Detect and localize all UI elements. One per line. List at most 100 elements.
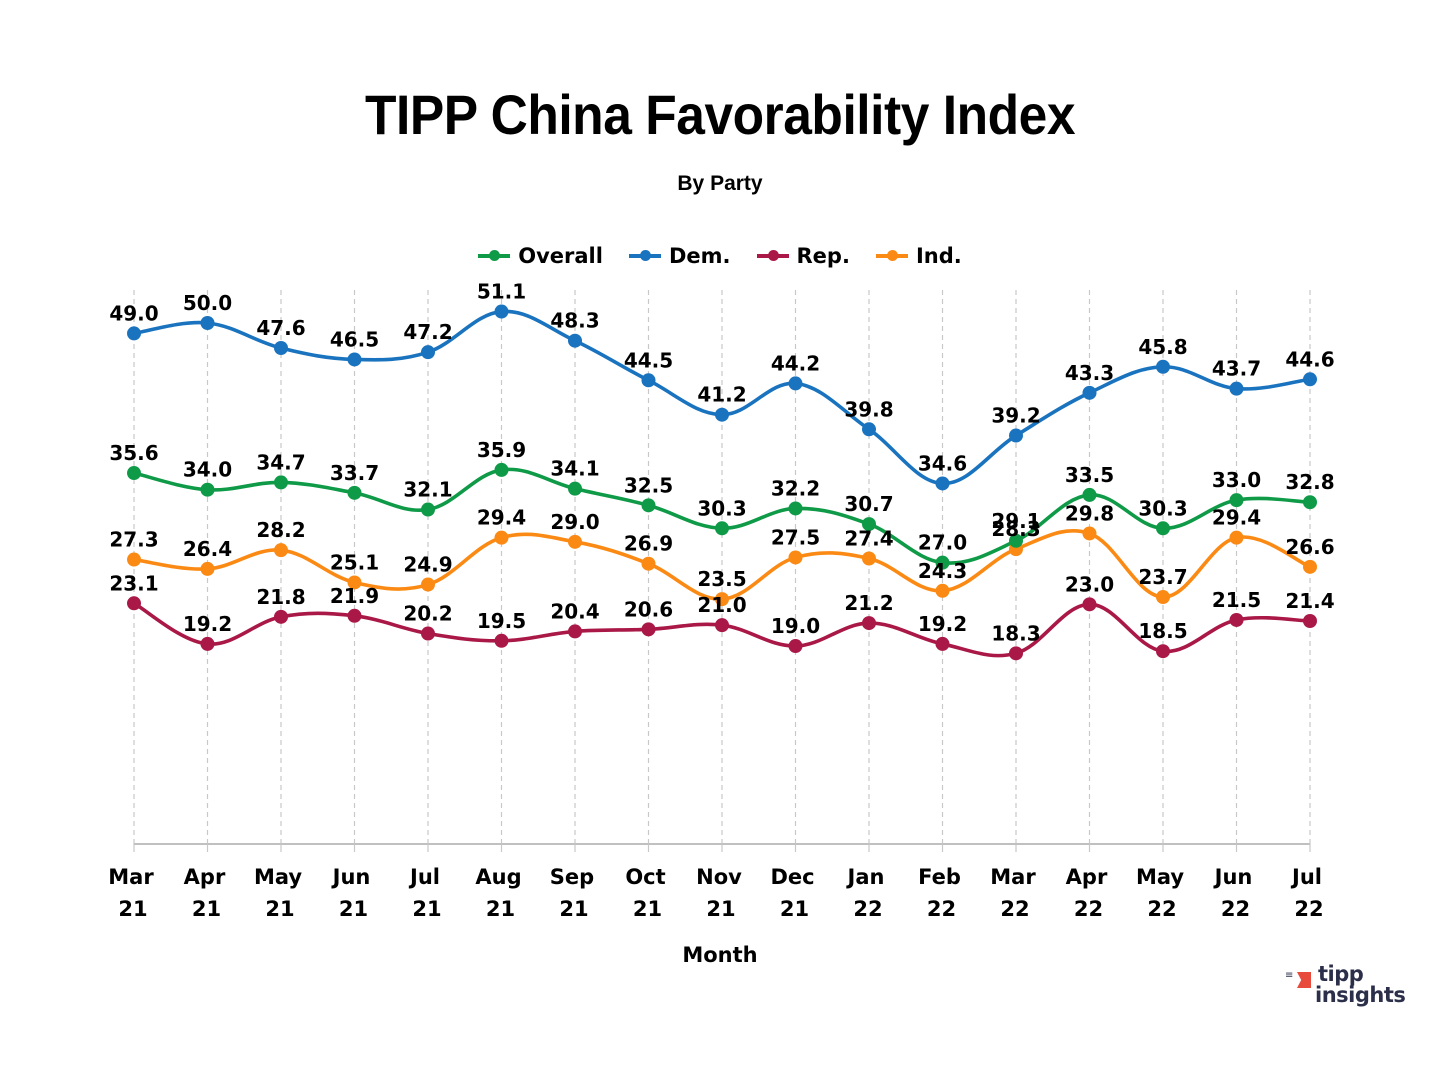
data-point-ind[interactable] (494, 530, 509, 545)
data-point-rep[interactable] (421, 626, 435, 641)
legend-item-rep[interactable]: Rep. (756, 244, 850, 268)
data-point-rep[interactable] (1303, 614, 1317, 629)
data-point-overall[interactable] (1009, 533, 1023, 548)
data-point-overall[interactable] (200, 482, 215, 497)
data-point-dem[interactable] (568, 333, 582, 348)
data-point-overall[interactable] (347, 485, 362, 500)
legend-item-dem[interactable]: Dem. (628, 244, 731, 268)
data-point-overall[interactable] (715, 521, 729, 536)
data-labels: 23.1 19.2 21.8 21.9 20.2 19.5 20.4 20.6 21.0 19.0… (109, 280, 1334, 646)
data-point-rep[interactable] (862, 616, 876, 631)
data-point-rep[interactable] (347, 608, 362, 623)
data-label-overall: 34.7 (256, 450, 305, 474)
data-point-dem[interactable] (1009, 428, 1023, 443)
x-tick-label-year: 21 (118, 897, 147, 921)
data-point-ind[interactable] (1082, 526, 1097, 541)
data-point-rep[interactable] (1156, 644, 1170, 659)
data-label-rep: 21.4 (1285, 589, 1334, 613)
data-label-dem: 44.2 (771, 351, 820, 375)
data-point-rep[interactable] (641, 622, 656, 637)
data-point-overall[interactable] (788, 501, 803, 516)
data-point-dem[interactable] (200, 316, 215, 330)
legend-swatch-rep (756, 250, 789, 261)
data-point-overall[interactable] (1156, 521, 1170, 536)
data-label-rep: 18.3 (991, 621, 1040, 645)
legend-item-ind[interactable]: Ind. (875, 244, 962, 268)
data-point-rep[interactable] (127, 596, 141, 611)
data-point-rep[interactable] (715, 618, 729, 633)
x-tick-label: Jan (846, 865, 885, 889)
data-point-rep[interactable] (1082, 597, 1097, 612)
data-point-overall[interactable] (568, 481, 582, 496)
data-label-rep: 21.0 (697, 593, 746, 617)
data-point-rep[interactable] (935, 636, 950, 651)
data-point-ind[interactable] (421, 577, 435, 592)
data-point-ind[interactable] (641, 556, 656, 571)
data-point-ind[interactable] (1303, 559, 1317, 574)
data-point-ind[interactable] (568, 534, 582, 549)
data-label-ind: 24.3 (918, 559, 967, 583)
data-point-dem[interactable] (935, 476, 950, 491)
data-point-rep[interactable] (200, 636, 215, 651)
data-label-dem: 44.5 (624, 348, 673, 372)
data-point-rep[interactable] (1009, 646, 1023, 661)
data-point-ind[interactable] (862, 551, 876, 566)
data-point-overall[interactable] (1229, 493, 1244, 508)
data-point-ind[interactable] (200, 561, 215, 576)
data-point-rep[interactable] (1229, 612, 1244, 627)
data-point-ind[interactable] (347, 575, 362, 590)
x-tick-label: Oct (625, 865, 665, 889)
data-label-overall: 35.9 (477, 438, 526, 462)
data-point-dem[interactable] (1082, 385, 1097, 400)
data-label-rep: 20.2 (403, 602, 452, 626)
data-label-overall: 32.2 (771, 476, 820, 500)
data-label-ind: 27.3 (109, 528, 158, 552)
data-label-overall: 33.7 (330, 461, 379, 485)
x-tick-label: Jun (331, 865, 371, 889)
data-point-rep[interactable] (274, 609, 288, 624)
data-point-dem[interactable] (641, 373, 656, 388)
legend-item-overall[interactable]: Overall (478, 244, 603, 268)
data-point-ind[interactable] (274, 543, 288, 558)
data-point-rep[interactable] (494, 633, 509, 648)
data-point-rep[interactable] (788, 639, 803, 654)
data-point-overall[interactable] (641, 498, 656, 513)
data-point-overall[interactable] (862, 517, 876, 532)
x-tick-label-year: 22 (853, 897, 882, 921)
x-tick-label: Jul (408, 865, 440, 889)
data-point-overall[interactable] (1303, 495, 1317, 510)
data-point-overall[interactable] (274, 475, 288, 490)
x-axis-title: Month (682, 943, 758, 967)
data-point-ind[interactable] (935, 583, 950, 598)
data-point-overall[interactable] (127, 466, 141, 481)
data-point-overall[interactable] (421, 502, 435, 517)
data-point-dem[interactable] (127, 326, 141, 341)
data-point-dem[interactable] (494, 304, 509, 319)
data-point-overall[interactable] (935, 555, 950, 570)
data-point-dem[interactable] (715, 407, 729, 422)
data-point-dem[interactable] (421, 345, 435, 360)
data-label-dem: 44.6 (1285, 347, 1334, 371)
data-point-overall[interactable] (1082, 487, 1097, 502)
x-tick-label-year: 21 (339, 897, 368, 921)
data-point-dem[interactable] (1156, 359, 1170, 374)
data-label-overall: 35.6 (109, 441, 158, 465)
data-point-ind[interactable] (1229, 530, 1244, 545)
data-point-ind[interactable] (715, 592, 729, 607)
data-point-dem[interactable] (347, 352, 362, 367)
data-label-rep: 21.8 (256, 585, 305, 609)
legend-swatch-dem (628, 250, 661, 261)
data-label-ind: 29.8 (1065, 501, 1114, 525)
data-label-overall: 32.5 (624, 473, 673, 497)
data-point-dem[interactable] (862, 422, 876, 437)
data-point-ind[interactable] (788, 550, 803, 565)
data-point-dem[interactable] (1229, 381, 1244, 396)
data-point-ind[interactable] (1156, 590, 1170, 605)
data-label-overall: 30.7 (844, 492, 893, 516)
data-point-ind[interactable] (127, 552, 141, 567)
data-point-dem[interactable] (788, 376, 803, 391)
data-point-rep[interactable] (568, 624, 582, 639)
data-point-overall[interactable] (494, 462, 509, 477)
data-point-dem[interactable] (274, 341, 288, 356)
data-point-dem[interactable] (1303, 372, 1317, 387)
